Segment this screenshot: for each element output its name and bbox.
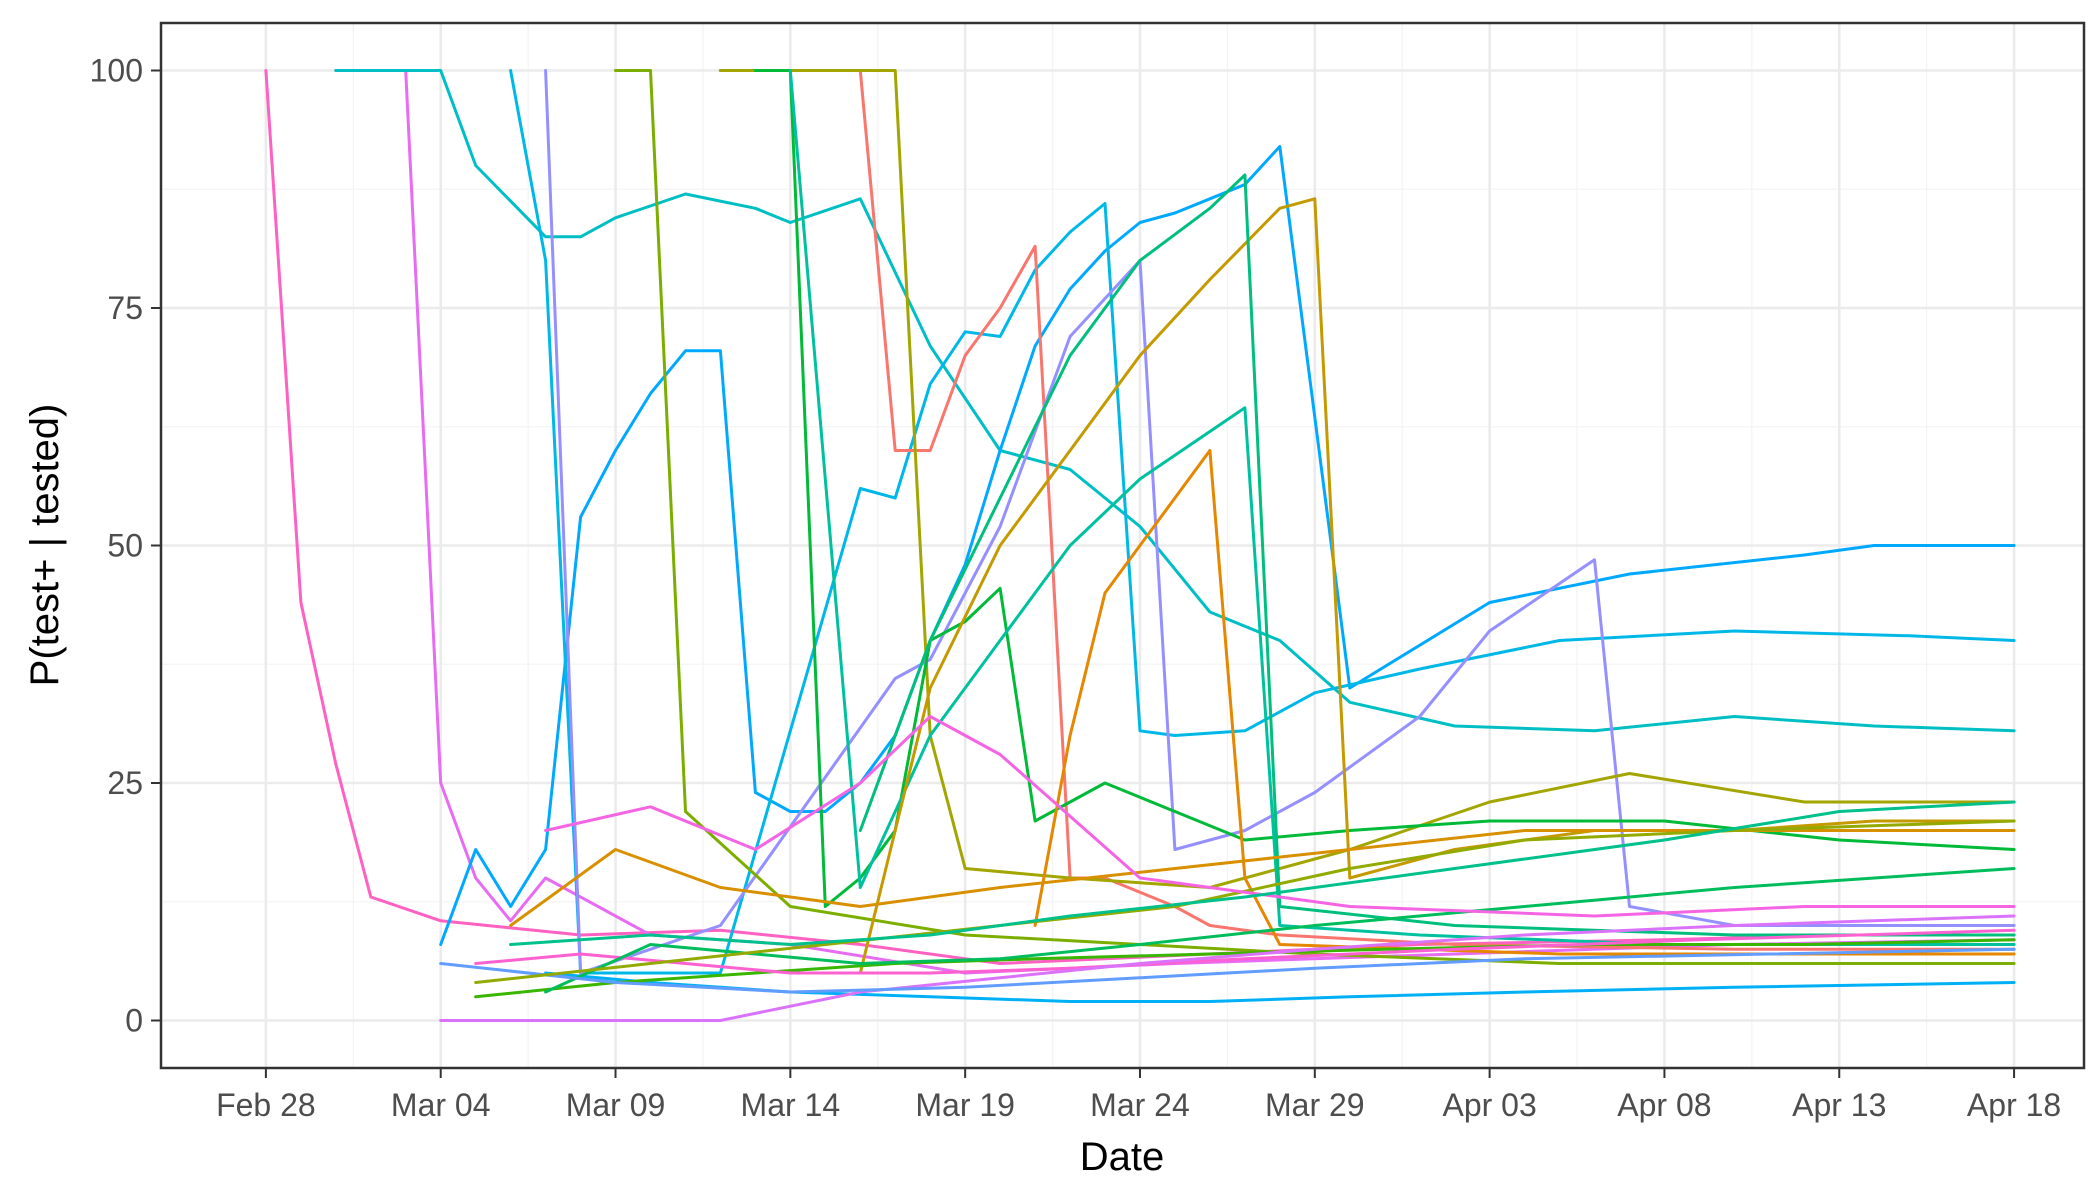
y-tick-label: 100 bbox=[90, 53, 143, 89]
x-tick-label: Apr 03 bbox=[1442, 1087, 1536, 1123]
x-tick-label: Mar 29 bbox=[1265, 1087, 1365, 1123]
series-line-14 bbox=[1033, 449, 2016, 956]
series-line-21 bbox=[439, 947, 2016, 994]
series-line-7 bbox=[544, 69, 2016, 975]
x-tick-label: Apr 08 bbox=[1617, 1087, 1711, 1123]
y-tick-label: 75 bbox=[107, 290, 143, 326]
series-line-16 bbox=[474, 938, 2016, 999]
series-line-8 bbox=[614, 69, 2016, 965]
series-line-20 bbox=[439, 914, 2016, 1022]
series-line-13 bbox=[858, 173, 2016, 937]
series-line-3 bbox=[334, 69, 2016, 733]
y-tick-label: 0 bbox=[125, 1003, 143, 1039]
x-tick-label: Apr 13 bbox=[1792, 1087, 1886, 1123]
x-tick-label: Apr 18 bbox=[1967, 1087, 2061, 1123]
series-line-4 bbox=[439, 145, 2016, 946]
series-line-9 bbox=[718, 69, 2016, 889]
series-line-24 bbox=[509, 800, 2016, 946]
axis-layer: Feb 28 Mar 04 Mar 09 Mar 14 Mar 19 Mar 24 Mar … bbox=[90, 53, 2062, 1124]
series-line-22 bbox=[474, 819, 2016, 984]
x-tick-label: Feb 28 bbox=[216, 1087, 316, 1123]
x-tick-label: Mar 04 bbox=[391, 1087, 491, 1123]
series-line-19 bbox=[544, 867, 2016, 994]
series-line-11 bbox=[788, 69, 2016, 946]
series-line-10 bbox=[753, 69, 2016, 908]
series-line-6 bbox=[718, 69, 2016, 951]
x-axis-title: Date bbox=[1080, 1135, 1165, 1179]
x-tick-label: Mar 09 bbox=[566, 1087, 666, 1123]
series-line-18 bbox=[474, 928, 2016, 975]
x-tick-label: Mar 14 bbox=[741, 1087, 841, 1123]
y-tick-label: 50 bbox=[107, 528, 143, 564]
x-tick-label: Mar 19 bbox=[915, 1087, 1015, 1123]
y-tick-label: 25 bbox=[107, 765, 143, 801]
series-line-1 bbox=[264, 69, 2016, 965]
series-layer bbox=[264, 69, 2016, 1022]
y-axis-title: P(test+ | tested) bbox=[23, 404, 67, 687]
x-tick-label: Mar 24 bbox=[1090, 1087, 1190, 1123]
series-line-17 bbox=[509, 829, 2016, 927]
series-line-5 bbox=[509, 69, 2016, 975]
series-line-23 bbox=[544, 715, 2016, 918]
